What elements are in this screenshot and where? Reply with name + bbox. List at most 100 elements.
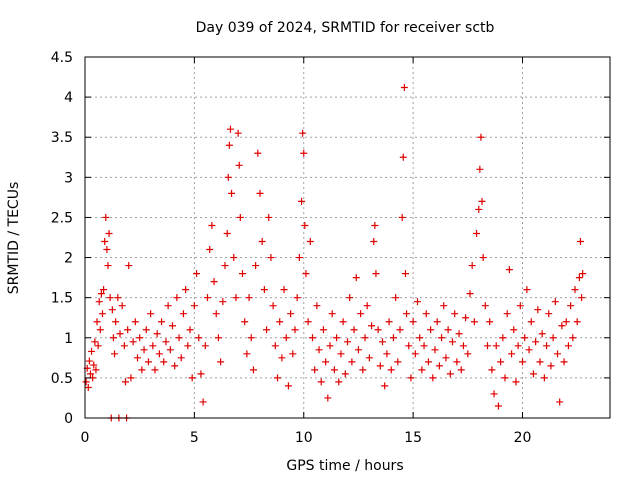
data-point	[84, 384, 92, 392]
data-point	[226, 125, 234, 133]
data-point	[254, 149, 262, 157]
data-point	[545, 310, 553, 318]
data-point	[418, 366, 426, 374]
data-point	[197, 370, 205, 378]
data-point	[451, 310, 459, 318]
data-point	[532, 338, 540, 346]
data-point	[376, 362, 384, 370]
data-point	[363, 302, 371, 310]
data-point	[372, 270, 380, 278]
data-point	[333, 334, 341, 342]
data-point	[435, 362, 443, 370]
data-point	[440, 302, 448, 310]
data-point	[127, 374, 135, 382]
data-point	[473, 229, 481, 237]
y-tick-label: 4.5	[51, 50, 73, 66]
data-point	[488, 366, 496, 374]
data-point	[212, 310, 220, 318]
data-point	[190, 302, 198, 310]
data-point	[466, 290, 474, 298]
data-point	[387, 366, 395, 374]
data-point	[394, 358, 402, 366]
data-point	[245, 294, 253, 302]
data-point	[350, 326, 358, 334]
data-point	[171, 362, 179, 370]
data-point	[134, 354, 141, 362]
data-point	[99, 310, 106, 318]
data-point	[120, 342, 128, 350]
data-point	[175, 334, 183, 342]
data-point	[219, 298, 227, 306]
data-point	[106, 294, 114, 302]
data-point	[263, 326, 271, 334]
data-point	[512, 378, 520, 386]
data-point	[90, 361, 98, 369]
data-point	[453, 358, 461, 366]
data-point	[396, 326, 404, 334]
data-point	[108, 306, 116, 314]
data-point	[337, 350, 345, 358]
data-point	[405, 342, 413, 350]
data-point	[271, 342, 279, 350]
data-point	[230, 254, 238, 262]
data-point	[260, 286, 268, 294]
data-point	[514, 342, 522, 350]
data-point	[501, 374, 509, 382]
data-point	[319, 326, 327, 334]
data-point	[324, 394, 332, 402]
data-point	[217, 358, 225, 366]
data-point	[142, 326, 150, 334]
data-point	[206, 246, 214, 254]
data-point	[414, 298, 421, 306]
data-point	[162, 338, 170, 346]
data-point	[401, 270, 409, 278]
data-point	[427, 326, 435, 334]
data-point	[313, 302, 321, 310]
data-point	[494, 402, 502, 410]
data-point	[109, 334, 117, 342]
data-point	[317, 378, 325, 386]
data-point	[547, 362, 555, 370]
data-point	[558, 322, 566, 330]
data-point	[241, 318, 249, 326]
data-point	[383, 350, 391, 358]
data-point	[365, 354, 373, 362]
x-tick-label: 20	[514, 430, 532, 446]
data-point	[479, 254, 487, 262]
data-point	[93, 318, 101, 326]
data-point	[102, 213, 110, 221]
data-point	[551, 298, 559, 306]
data-point	[232, 294, 240, 302]
data-point	[280, 286, 288, 294]
data-point	[484, 342, 491, 350]
x-axis-label: GPS time / hours	[286, 458, 403, 474]
data-point	[462, 314, 470, 322]
data-point	[411, 350, 419, 358]
data-point	[274, 374, 281, 382]
data-point	[510, 326, 518, 334]
data-point	[399, 153, 407, 161]
data-point	[420, 342, 428, 350]
data-point	[476, 165, 484, 173]
data-point	[477, 133, 485, 141]
data-point	[234, 129, 242, 137]
data-point	[400, 83, 408, 91]
data-point	[228, 189, 236, 197]
data-point	[470, 318, 478, 326]
data-point	[95, 298, 103, 306]
data-point	[348, 358, 356, 366]
data-point	[88, 347, 96, 355]
data-point	[431, 346, 439, 354]
grid-lines	[85, 57, 610, 418]
data-point	[339, 318, 347, 326]
data-point	[97, 290, 105, 298]
x-tick-label: 10	[295, 430, 313, 446]
data-point	[184, 342, 192, 350]
data-point	[160, 358, 168, 366]
data-point	[114, 294, 122, 302]
data-point	[151, 366, 159, 374]
data-point	[302, 270, 310, 278]
data-point	[94, 342, 102, 350]
